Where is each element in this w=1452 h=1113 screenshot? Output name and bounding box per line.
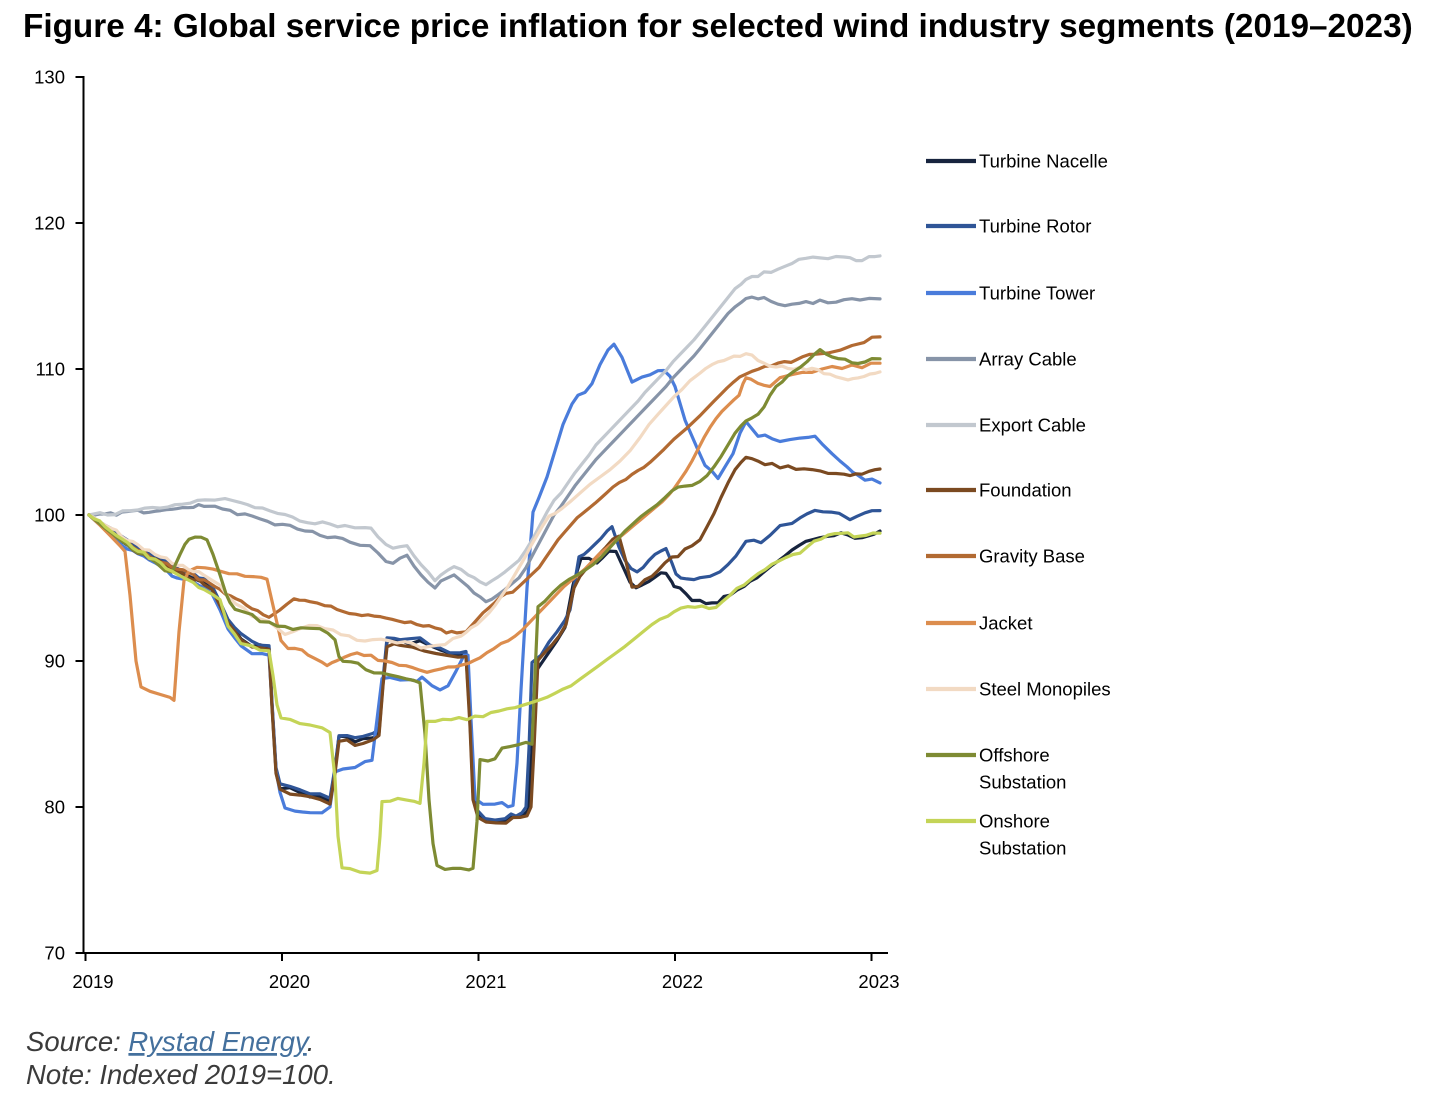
svg-text:2020: 2020 [269,971,310,992]
svg-text:Turbine Rotor: Turbine Rotor [979,216,1091,237]
svg-text:Export Cable: Export Cable [979,415,1086,436]
svg-text:90: 90 [44,651,65,672]
svg-text:120: 120 [34,213,65,234]
svg-text:80: 80 [44,797,65,818]
svg-text:Turbine Nacelle: Turbine Nacelle [979,151,1108,172]
svg-text:Steel Monopiles: Steel Monopiles [979,679,1111,700]
svg-text:Note: Indexed 2019=100.: Note: Indexed 2019=100. [26,1059,336,1090]
svg-text:Onshore: Onshore [979,811,1050,832]
svg-text:2023: 2023 [858,971,899,992]
svg-text:70: 70 [44,943,65,964]
svg-text:Gravity Base: Gravity Base [979,546,1085,567]
svg-text:Source: Rystad Energy.: Source: Rystad Energy. [26,1026,314,1057]
svg-text:Offshore: Offshore [979,745,1050,766]
svg-text:2021: 2021 [465,971,506,992]
svg-text:Array Cable: Array Cable [979,349,1077,370]
svg-text:100: 100 [34,505,65,526]
svg-text:2019: 2019 [72,971,113,992]
svg-text:Foundation: Foundation [979,480,1072,501]
svg-text:2022: 2022 [662,971,703,992]
svg-text:Substation: Substation [979,838,1066,859]
svg-text:Figure 4: Global service price: Figure 4: Global service price inflation… [23,8,1413,45]
svg-text:Turbine Tower: Turbine Tower [979,283,1095,304]
svg-text:130: 130 [34,67,65,88]
svg-text:Substation: Substation [979,772,1066,793]
svg-text:110: 110 [36,359,66,380]
svg-text:Jacket: Jacket [979,613,1032,634]
